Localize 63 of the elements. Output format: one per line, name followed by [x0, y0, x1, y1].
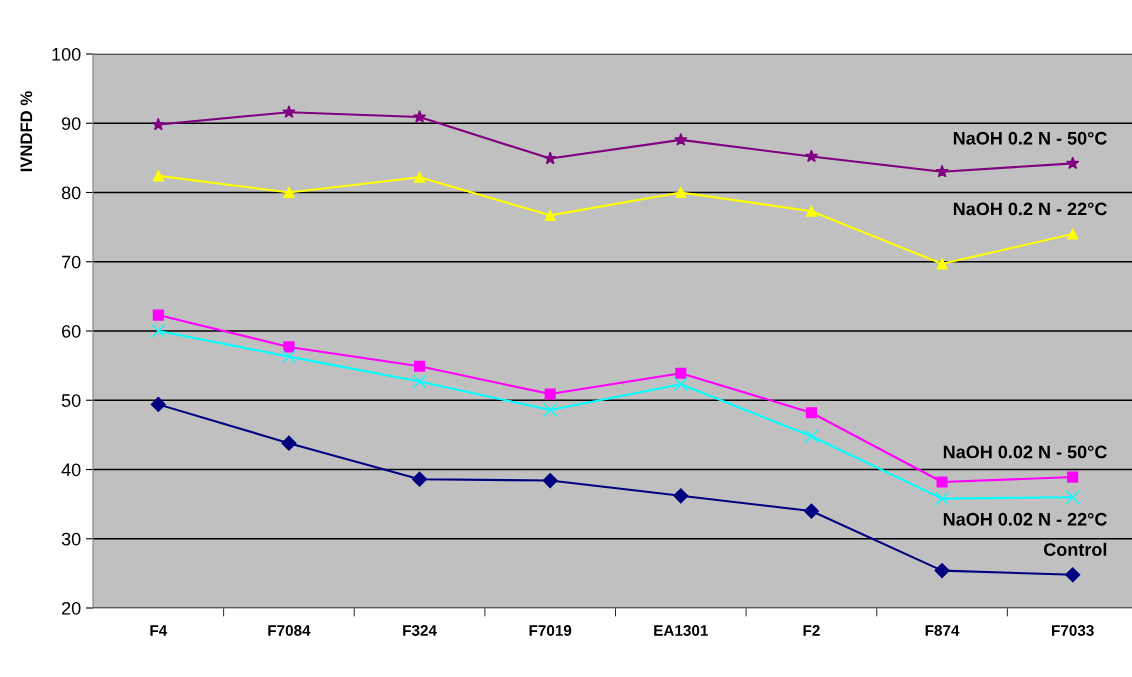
series-label: NaOH 0.02 N - 50°C [943, 445, 1107, 459]
point [1065, 490, 1080, 505]
point [1067, 228, 1079, 240]
point [150, 396, 166, 412]
y-tick-label: 100 [52, 47, 81, 61]
point [414, 360, 426, 372]
x-tick-label: F2 [803, 625, 820, 636]
x-tick-label: F874 [925, 625, 960, 636]
y-axis-title: IVNDFD % [20, 91, 33, 172]
x-tick-label: F7084 [268, 625, 311, 636]
point [543, 151, 557, 165]
point [281, 349, 296, 364]
point [935, 491, 950, 506]
x-tick-label: F324 [403, 625, 437, 636]
point [673, 488, 689, 504]
y-tick-label: 20 [62, 601, 81, 615]
point [152, 309, 164, 321]
point [935, 164, 949, 178]
point [411, 471, 428, 487]
point [1067, 471, 1079, 483]
point [936, 476, 948, 488]
y-tick-label: 70 [62, 255, 81, 269]
x-tick-label: F7033 [1052, 625, 1094, 636]
point [544, 388, 556, 400]
series-label: Control [1043, 542, 1107, 556]
point [804, 429, 819, 444]
y-tick-label: 30 [61, 532, 81, 546]
point [804, 149, 819, 163]
x-tick-label: EA1301 [654, 625, 708, 636]
point [412, 374, 427, 389]
point [282, 105, 296, 118]
y-tick-label: 60 [62, 324, 81, 338]
point [543, 402, 558, 417]
point [803, 503, 820, 519]
point [544, 209, 556, 221]
point [151, 324, 166, 338]
point [412, 110, 427, 123]
point [283, 341, 295, 353]
point [673, 377, 688, 392]
series-label: NaOH 0.2 N - 50°C [953, 131, 1107, 145]
x-tick-label: F4 [150, 625, 168, 636]
y-tick-label: 50 [61, 394, 81, 407]
point [805, 205, 817, 217]
point [1066, 156, 1080, 170]
point [152, 170, 164, 182]
point [674, 132, 688, 146]
point [675, 367, 687, 379]
point [283, 186, 295, 199]
series-label: NaOH 0.02 N - 22°C [943, 512, 1107, 526]
point [805, 407, 817, 419]
point [281, 435, 297, 451]
point [414, 171, 426, 183]
y-tick-label: 90 [61, 117, 81, 130]
point [675, 186, 687, 199]
point [936, 258, 948, 270]
y-tick-label: 40 [61, 463, 81, 477]
point [542, 473, 558, 489]
x-tick-label: F7019 [529, 625, 572, 636]
series-label: NaOH 0.2 N - 22°C [953, 202, 1107, 216]
point [151, 117, 165, 131]
point [934, 563, 950, 579]
y-tick-label: 80 [61, 186, 81, 200]
point [1065, 567, 1081, 583]
